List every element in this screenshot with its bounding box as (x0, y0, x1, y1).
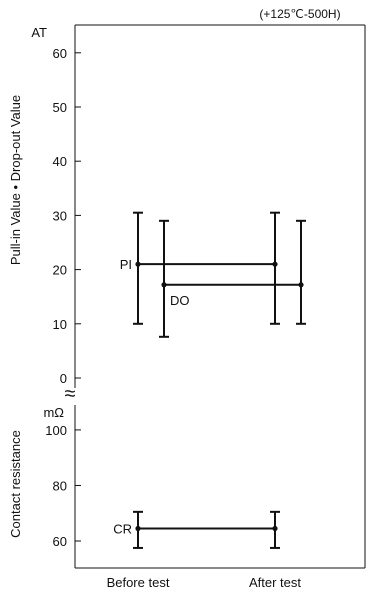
y-tick-label-top: 40 (53, 154, 67, 169)
x-category-label: Before test (107, 575, 170, 590)
data-point-pi (135, 261, 141, 267)
y-tick-label-top: 0 (60, 371, 67, 386)
data-point-pi (272, 261, 278, 267)
plot-layer: 0 10 20 30 40 50 60 60 80 100 Before test After tes… (45, 24, 366, 590)
data-point-cr (272, 525, 278, 532)
y-tick-label-top: 60 (53, 46, 67, 61)
bottom-axis-unit: mΩ (43, 405, 64, 420)
top-axis-title: Pull-in Value • Drop-out Value (8, 95, 23, 265)
y-tick-label-bottom: 100 (45, 423, 67, 438)
y-tick-label-top: 30 (53, 208, 67, 223)
y-tick-label-top: 50 (53, 100, 67, 115)
x-category-label: After test (249, 575, 301, 590)
bottom-axis-title: Contact resistance (8, 430, 23, 538)
axis-break-symbol: ≈ (65, 383, 76, 405)
data-point-do (161, 282, 167, 288)
y-tick-label-top: 20 (53, 263, 67, 278)
y-tick-label-top: 10 (53, 317, 67, 332)
y-tick-label-bottom: 60 (53, 534, 67, 549)
series-label-cr: CR (113, 522, 132, 537)
test-condition-label: (+125℃-500H) (259, 7, 340, 21)
data-point-do (298, 282, 304, 288)
series-label-pi: PI (120, 257, 132, 272)
data-point-cr (135, 525, 141, 532)
y-tick-label-bottom: 80 (53, 478, 67, 493)
top-axis-unit: AT (31, 25, 47, 40)
series-label-do: DO (170, 293, 190, 308)
